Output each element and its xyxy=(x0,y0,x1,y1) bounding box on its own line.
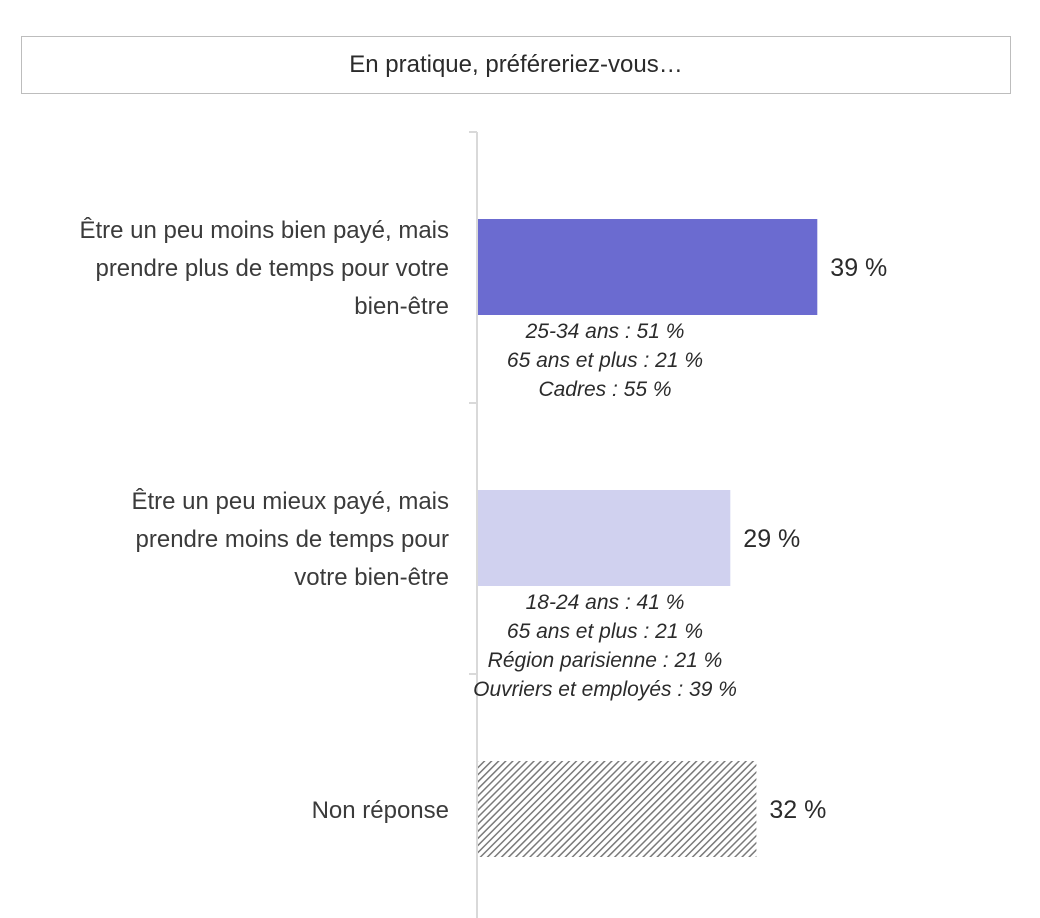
detail-label-line: 18-24 ans : 41 % xyxy=(526,591,685,614)
category-label: Non réponse xyxy=(312,797,449,824)
category-label-line: bien-être xyxy=(354,293,449,320)
detail-label-line: 65 ans et plus : 21 % xyxy=(507,620,703,643)
question-text: En pratique, préféreriez-vous… xyxy=(349,51,683,78)
category-label-line: votre bien-être xyxy=(294,564,449,591)
bar-2 xyxy=(478,490,731,586)
detail-label-line: 25-34 ans : 51 % xyxy=(525,320,685,343)
category-label-line: prendre plus de temps pour votre xyxy=(95,255,449,282)
category-label: Être un peu moins bien payé, mais prendre… xyxy=(79,217,449,320)
detail-label-line: 65 ans et plus : 21 % xyxy=(507,349,703,372)
category-label: Être un peu mieux payé, mais prendre moin… xyxy=(132,488,450,591)
category-label-line: Non réponse xyxy=(312,797,449,824)
category-label-line: prendre moins de temps pour xyxy=(136,526,450,553)
question-box: En pratique, préféreriez-vous… xyxy=(21,36,1011,94)
bar-3 xyxy=(478,761,757,857)
value-label: 39 % xyxy=(830,254,887,282)
category-label-line: Être un peu moins bien payé, mais xyxy=(79,217,449,244)
detail-label-line: Cadres : 55 % xyxy=(538,378,671,401)
category-label-line: Être un peu mieux payé, mais xyxy=(132,488,450,515)
value-label: 32 % xyxy=(769,796,826,824)
value-label: 29 % xyxy=(743,525,800,553)
detail-label-line: Ouvriers et employés : 39 % xyxy=(473,678,737,701)
detail-labels: 25-34 ans : 51 % 65 ans et plus : 21 % Cad… xyxy=(507,320,703,401)
bar-1 xyxy=(478,219,818,315)
detail-label-line: Région parisienne : 21 % xyxy=(488,649,723,672)
detail-labels: 18-24 ans : 41 % 65 ans et plus : 21 % Rég… xyxy=(473,591,737,701)
